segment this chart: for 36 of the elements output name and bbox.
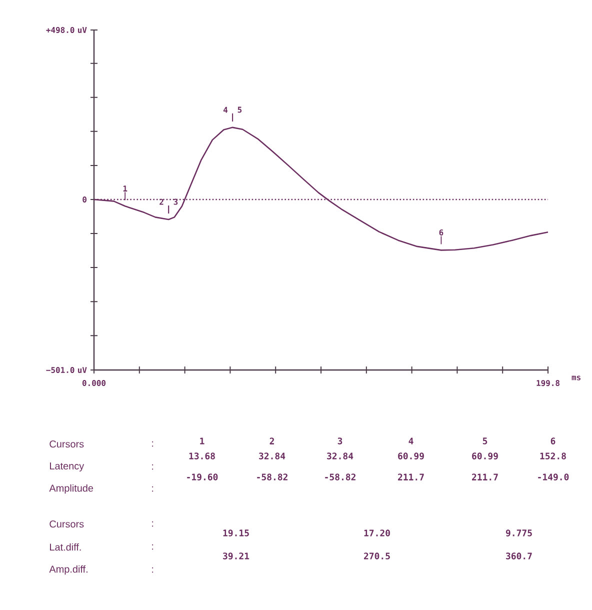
text: 9.775 [506,530,532,536]
text: -19.60 [187,474,218,480]
text: 211.7 [472,474,498,480]
text: 152.8 [540,452,566,460]
text: 3 [338,438,342,444]
text: -58.82 [325,474,356,480]
text: 6 [550,438,556,444]
text: 60.99 [472,452,498,460]
text: Cursors [50,520,84,528]
text: 4 [408,438,414,444]
text: 32.84 [327,452,354,460]
text: : [152,464,154,470]
text: 17.20 [364,530,390,536]
text: 13.68 [189,452,215,460]
text: Amp.diff. [49,565,88,575]
text: : [152,521,154,527]
text: 39.21 [223,552,250,560]
text: Cursors [50,440,84,448]
text: Latency [50,462,84,472]
text: Lat.diff. [50,543,81,551]
text: : [152,567,154,573]
text: 60.99 [398,452,424,460]
text: 1 [200,438,204,444]
text: -149.0 [538,474,569,480]
text: Amplitude [49,484,94,494]
text: 211.7 [398,474,424,480]
text: 19.15 [223,530,249,536]
text: -58.82 [257,474,288,480]
text: 270.5 [364,552,390,560]
text: 2 [270,438,274,444]
text: : [152,544,154,550]
text: 32.84 [259,452,286,460]
text: 5 [482,438,488,444]
text: 360.7 [506,552,532,560]
text: : [152,486,154,492]
text: : [152,441,154,447]
